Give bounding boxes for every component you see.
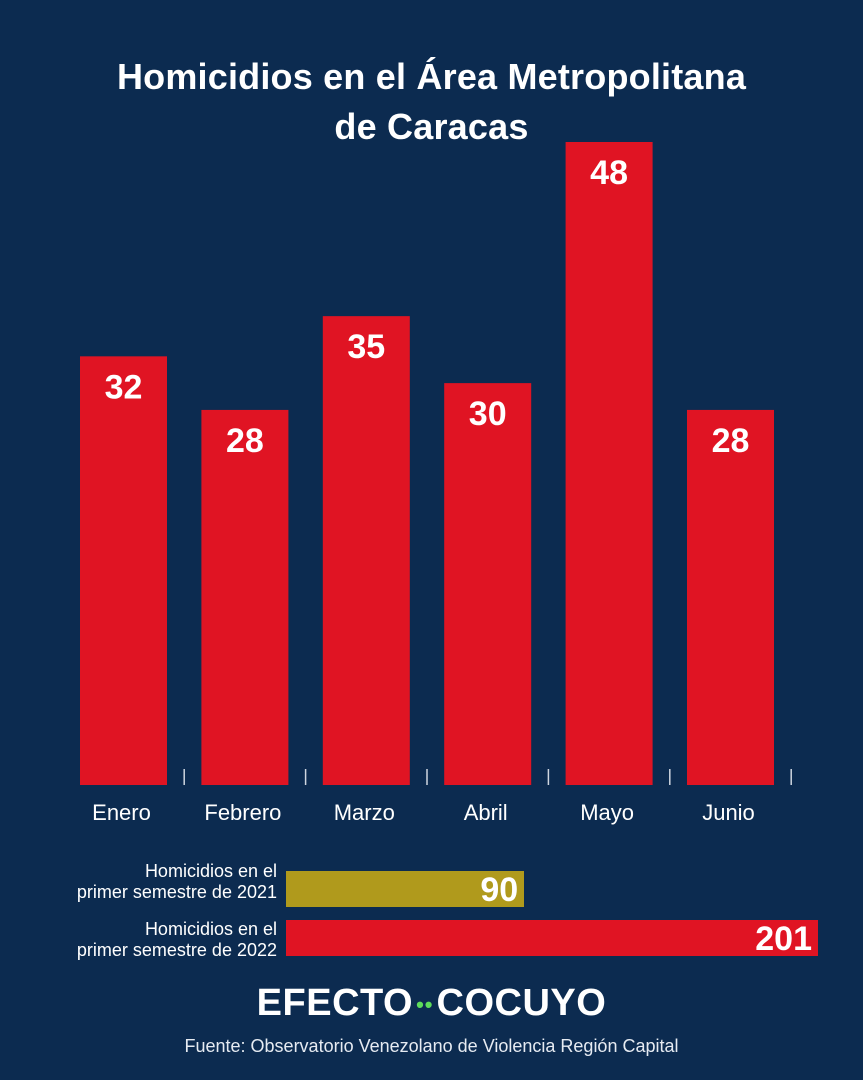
category-label-enero: Enero bbox=[92, 800, 151, 825]
logo-dots: •• bbox=[416, 991, 434, 1017]
logo-text-left: EFECTO bbox=[256, 982, 414, 1024]
bar-value-abril: 30 bbox=[469, 395, 507, 433]
chart-title-line1: Homicidios en el Área Metropolitana bbox=[116, 56, 747, 97]
monthly-bar-chart: 32 Enero 28 Febrero 35 Marzo 30 Abril 48 Mayo 28 Ju… bbox=[80, 142, 792, 825]
semester-label-2021: Homicidios en el primer semestre de 2021 bbox=[0, 861, 277, 903]
bar-febrero bbox=[201, 409, 289, 785]
bar-value-junio: 28 bbox=[712, 422, 750, 460]
category-label-febrero: Febrero bbox=[204, 800, 281, 825]
bar-abril bbox=[444, 383, 532, 785]
semester-label-2021-line1: Homicidios en el bbox=[144, 861, 277, 881]
bar-enero bbox=[80, 356, 167, 785]
bar-value-marzo: 35 bbox=[347, 328, 385, 366]
bar-marzo bbox=[322, 316, 410, 785]
category-label-abril: Abril bbox=[464, 800, 508, 825]
semester-label-2022-line1: Homicidios en el bbox=[144, 919, 277, 939]
bar-junio bbox=[687, 409, 774, 785]
semester-bar-2022: 201 bbox=[286, 920, 818, 958]
semester-value-2021: 90 bbox=[480, 871, 519, 909]
bar-value-mayo: 48 bbox=[590, 154, 628, 192]
category-label-junio: Junio bbox=[702, 800, 755, 825]
efecto-cocuyo-logo: EFECTO ••COCUYO bbox=[0, 980, 863, 1028]
source-note: Fuente: Observatorio Venezolano de Viole… bbox=[184, 1036, 679, 1056]
semester-bar-2021: 90 bbox=[286, 871, 525, 909]
semester-label-2022-line2: primer semestre de 2022 bbox=[76, 940, 277, 960]
bar-value-febrero: 28 bbox=[226, 422, 264, 460]
bar-value-enero: 32 bbox=[105, 368, 143, 406]
category-label-mayo: Mayo bbox=[580, 800, 634, 825]
semester-label-2022: Homicidios en el primer semestre de 2022 bbox=[0, 919, 277, 961]
logo-text-right: COCUYO bbox=[436, 982, 607, 1024]
category-label-marzo: Marzo bbox=[334, 800, 395, 825]
chart-title-line2: de Caracas bbox=[334, 106, 529, 147]
bar-mayo bbox=[565, 142, 653, 785]
semester-label-2021-line2: primer semestre de 2021 bbox=[76, 882, 277, 902]
chart-title: Homicidios en el Área Metropolitana de C… bbox=[0, 52, 863, 152]
semester-value-2022: 201 bbox=[755, 920, 812, 958]
